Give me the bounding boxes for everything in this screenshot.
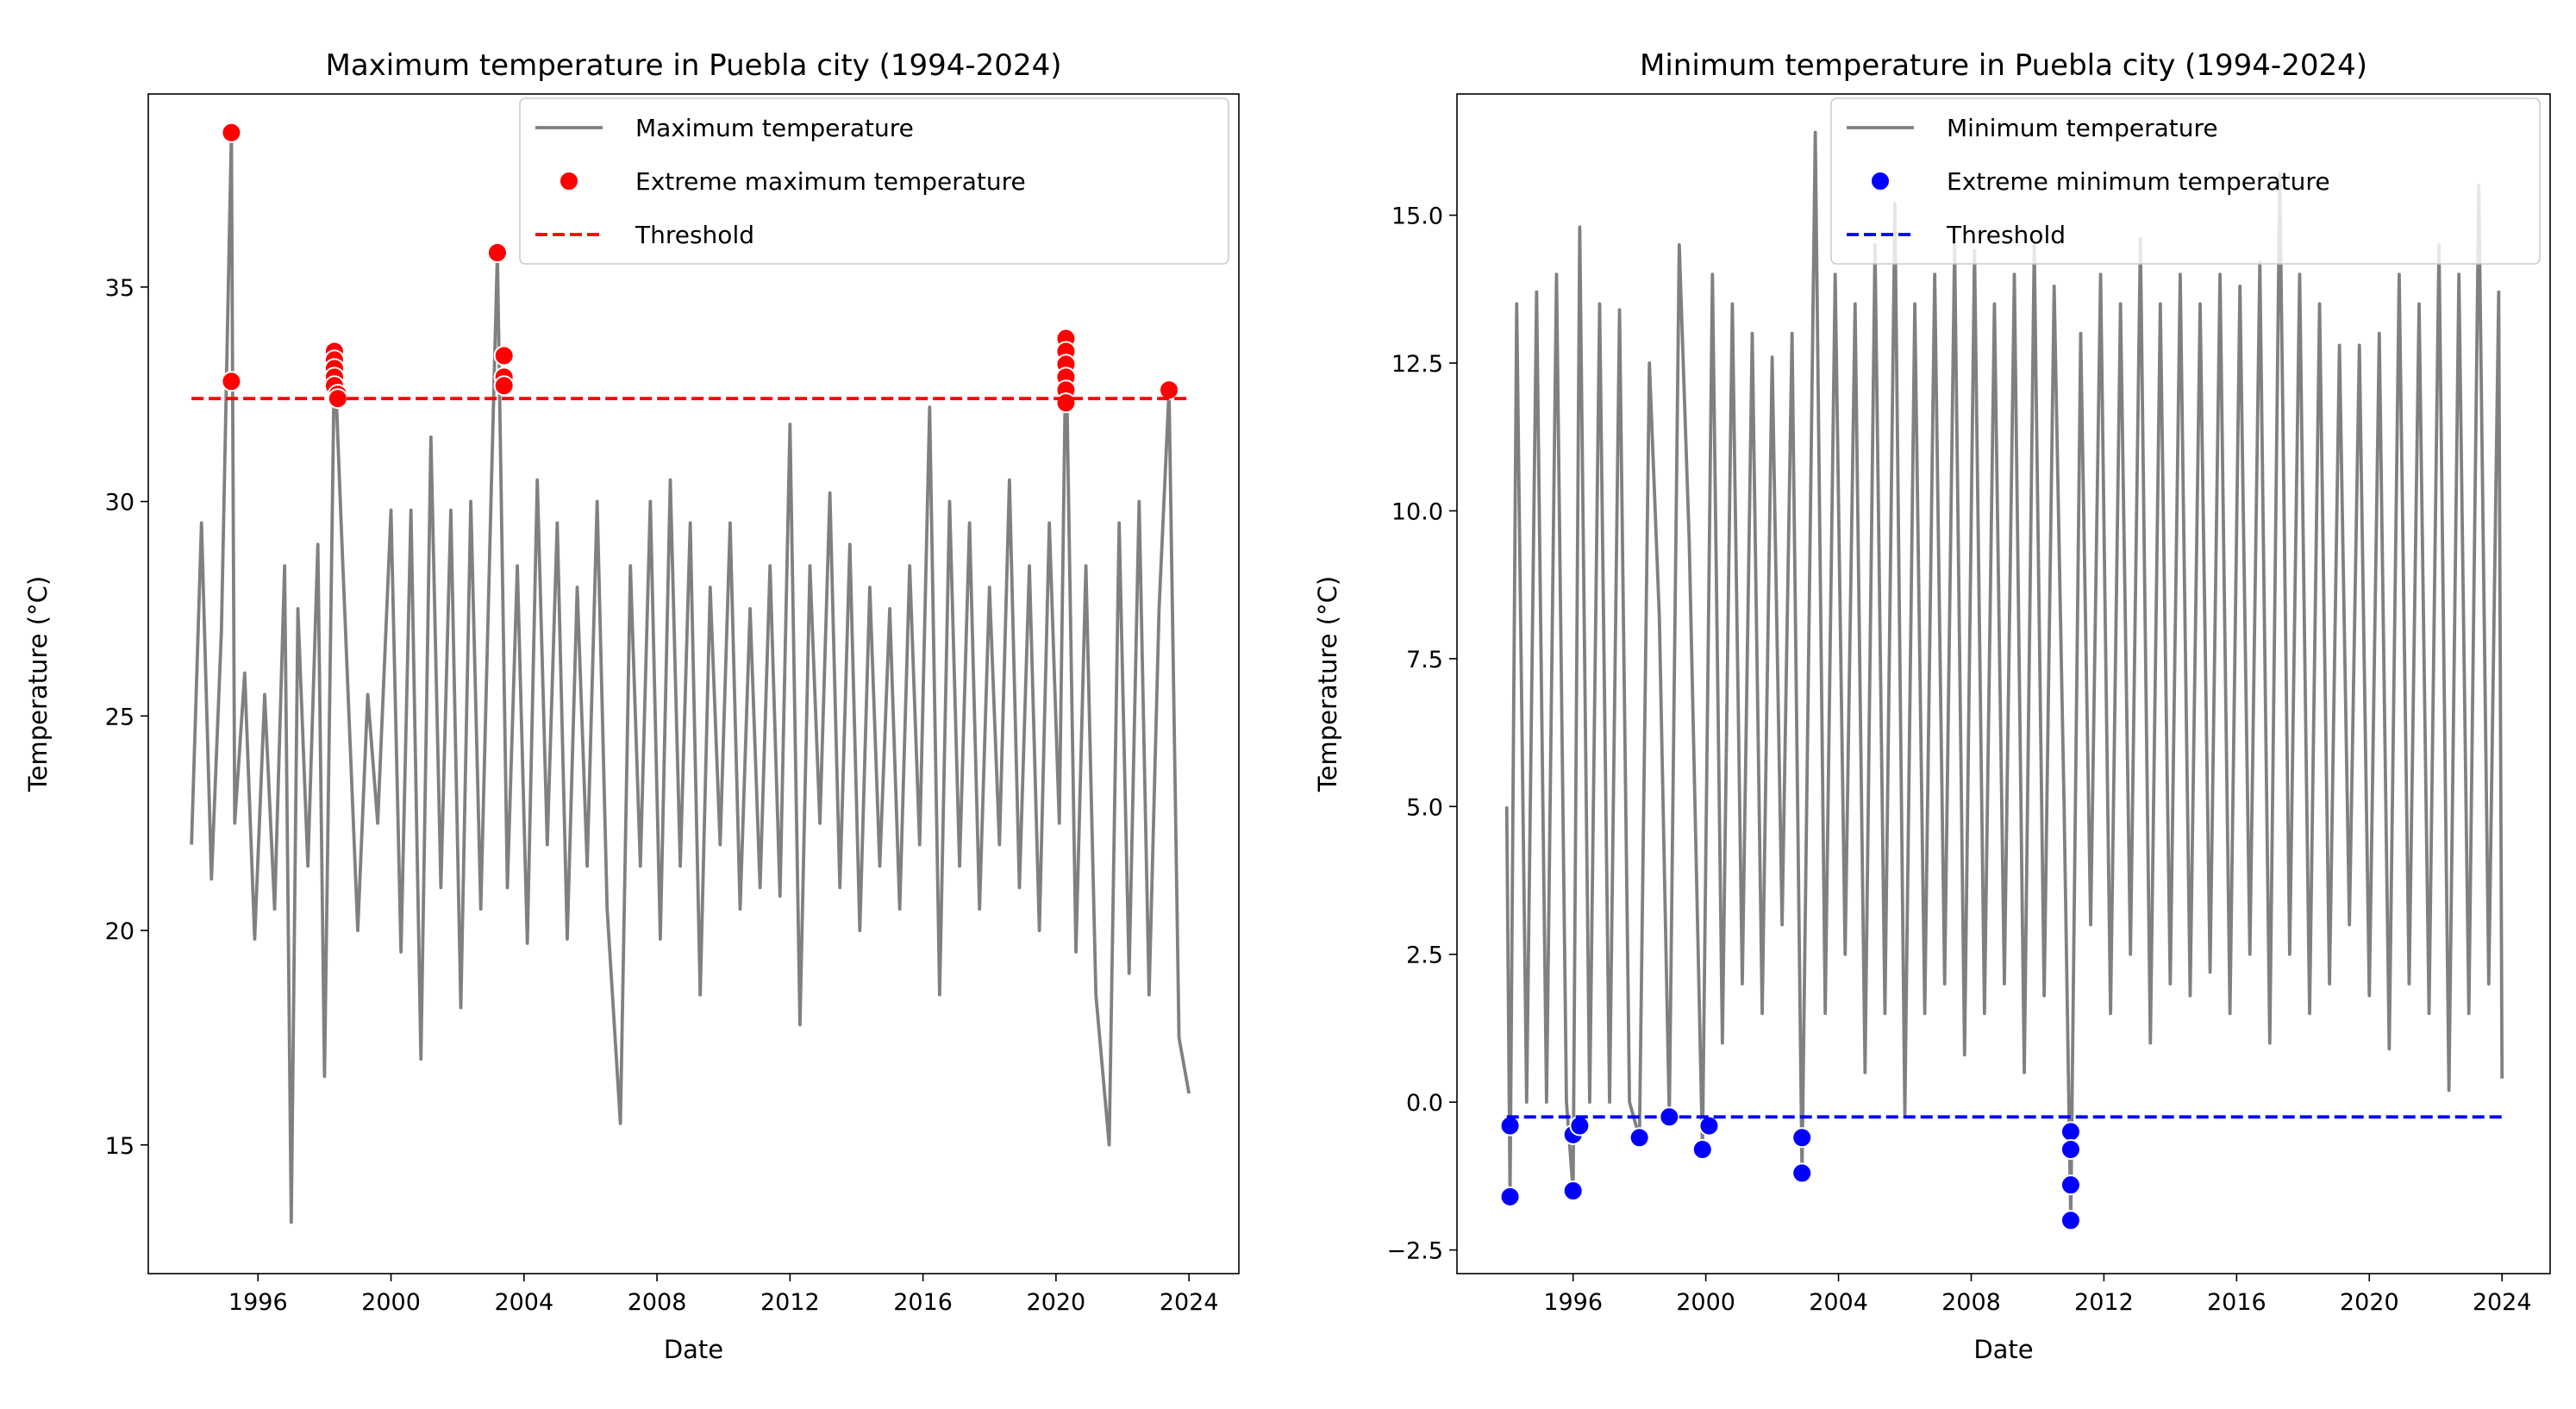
chart: Maximum temperature in Puebla city (1994… [23,48,1240,1364]
x-tick-label: 2004 [494,1289,553,1316]
plot-area [1499,130,2504,1231]
x-tick-label: 1996 [1543,1289,1603,1316]
x-tick-label: 2008 [1941,1289,2001,1316]
scatter-point [1629,1127,1650,1149]
scatter-point [2060,1139,2081,1160]
y-tick-label: 35 [105,275,134,302]
y-tick-label: 15.0 [1391,204,1443,230]
scatter-point [1562,1180,1584,1201]
chart: Minimum temperature in Puebla city (1994… [1313,48,2551,1364]
plot-area [190,122,1191,1224]
y-axis-label: Temperature (°C) [23,576,53,792]
y-tick-label: 20 [105,918,134,945]
scatter-point [486,242,508,264]
x-axis-label: Date [664,1335,723,1364]
x-tick-label: 2008 [628,1289,687,1316]
scatter-point [493,375,515,397]
legend-label: Extreme maximum temperature [635,167,1026,196]
legend-marker [1870,171,1891,191]
x-tick-label: 2000 [1676,1289,1735,1316]
chart-title: Minimum temperature in Puebla city (1994… [1640,48,2367,83]
legend-label: Extreme minimum temperature [1947,167,2330,196]
y-tick-label: 7.5 [1406,647,1443,673]
x-axis-label: Date [1973,1335,2033,1364]
scatter-point [1698,1115,1720,1137]
scatter-point [221,371,242,392]
scatter-point [1159,379,1180,401]
y-tick-label: 30 [105,490,134,517]
legend-box [1830,97,2541,265]
x-tick-label: 2020 [2340,1289,2399,1316]
x-tick-label: 2012 [760,1289,820,1316]
x-tick-label: 2004 [1809,1289,1868,1316]
x-tick-label: 2016 [893,1289,953,1316]
y-tick-label: 10.0 [1391,498,1443,525]
x-tick-label: 2000 [361,1289,421,1316]
legend-box [519,97,1229,265]
scatter-point [221,122,242,143]
x-tick-label: 2024 [1160,1289,1219,1316]
y-tick-label: 0.0 [1406,1090,1443,1117]
scatter-point [1055,392,1077,414]
scatter-point [493,345,515,366]
legend-marker [559,171,579,191]
scatter-point [1791,1127,1813,1149]
scatter-point [1499,1115,1521,1137]
scatter-point [2060,1121,2081,1143]
y-tick-label: 15 [105,1133,134,1160]
scatter-point [2060,1210,2081,1231]
y-tick-label: 5.0 [1406,794,1443,821]
x-tick-label: 2016 [2207,1289,2267,1316]
scatter-point [1499,1186,1521,1207]
scatter-point [2060,1174,2081,1196]
legend-label: Threshold [635,221,754,249]
chart-title: Maximum temperature in Puebla city (1994… [326,48,1062,83]
axes-frame [1456,93,2551,1274]
y-tick-label: 2.5 [1406,942,1443,969]
scatter-point [1791,1162,1813,1184]
x-tick-label: 2020 [1027,1289,1086,1316]
x-tick-label: 1996 [228,1289,288,1316]
legend-label: Maximum temperature [635,114,914,142]
y-tick-label: 12.5 [1391,351,1443,378]
legend-label: Minimum temperature [1947,114,2218,142]
x-tick-label: 2012 [2074,1289,2134,1316]
y-tick-label: 25 [105,704,134,730]
x-tick-label: 2024 [2473,1289,2532,1316]
axes-frame [147,93,1240,1274]
legend-label: Threshold [1946,221,2066,249]
data-line [190,130,1191,1224]
data-line [1504,130,2504,1223]
y-axis-label: Temperature (°C) [1313,576,1342,792]
scatter-point [1691,1139,1713,1160]
y-tick-label: −2.5 [1386,1238,1443,1265]
scatter-point [1569,1115,1591,1137]
